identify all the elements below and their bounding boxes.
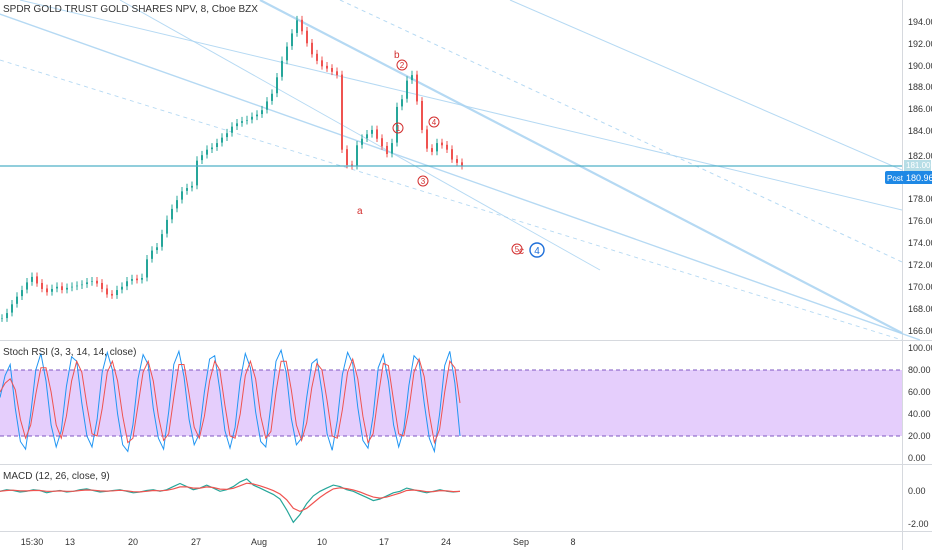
stoch-y-tick: 40.00 (908, 409, 931, 419)
macd-axis[interactable]: 0.00 -2.00 (908, 486, 929, 529)
x-tick: 15:30 (21, 537, 44, 547)
stoch-axis[interactable]: 100.00 80.00 60.00 40.00 20.00 0.00 (908, 343, 932, 463)
x-tick: 10 (317, 537, 327, 547)
stoch-title: Stoch RSI (3, 3, 14, 14, close) (3, 347, 136, 358)
channel-line (19, 0, 903, 211)
price-series (1, 15, 463, 322)
y-tick: 190.00 (908, 61, 932, 71)
y-tick: 194.00 (908, 17, 932, 27)
stoch-y-tick: 80.00 (908, 365, 931, 375)
macd-y-tick: -2.00 (908, 519, 929, 529)
x-tick: Sep (513, 537, 529, 547)
x-tick: 13 (65, 537, 75, 547)
y-tick: 168.00 (908, 304, 932, 314)
y-tick: 178.00 (908, 194, 932, 204)
x-tick: Aug (251, 537, 267, 547)
wave-circle-2 (396, 59, 408, 71)
wave-label-a: a (357, 206, 363, 217)
x-tick: 27 (191, 537, 201, 547)
wave-labels: a b c 1 2 3 4 5 4 (357, 50, 545, 258)
wave-circle-3 (417, 175, 429, 187)
channel-line (0, 13, 921, 341)
wave-label-5: 5 (515, 245, 520, 254)
wave-label-4: 4 (432, 118, 437, 127)
wave-circle-4 (428, 116, 440, 128)
channel-line (509, 0, 903, 171)
y-tick: 188.00 (908, 82, 932, 92)
post-label-badge (885, 171, 905, 184)
post-label: Post (887, 174, 904, 183)
channel-line (119, 0, 601, 271)
wave-label-2: 2 (400, 61, 405, 70)
y-tick: 170.00 (908, 282, 932, 292)
last-price-tag (904, 171, 932, 184)
stoch-y-tick: 0.00 (908, 453, 926, 463)
wave-label-1: 1 (396, 124, 401, 133)
x-tick: 17 (379, 537, 389, 547)
hidden-price-tag-text: 181.00 (906, 161, 931, 170)
y-tick: 192.00 (908, 39, 932, 49)
wave-circle-4-blue (529, 242, 545, 258)
wave-circle-5 (511, 243, 523, 255)
stoch-y-tick: 60.00 (908, 387, 931, 397)
chart-title: SPDR GOLD TRUST GOLD SHARES NPV, 8, Cboe… (3, 4, 258, 15)
stoch-series (0, 348, 461, 454)
wave-label-4-blue: 4 (534, 246, 540, 257)
stoch-y-tick: 20.00 (908, 431, 931, 441)
wave-label-b: b (394, 50, 400, 61)
y-tick: 176.00 (908, 216, 932, 226)
price-axis[interactable]: 194.00 192.00 190.00 188.00 186.00 184.0… (908, 17, 932, 336)
macd-title: MACD (12, 26, close, 9) (3, 471, 110, 482)
hidden-price-tag (904, 160, 931, 171)
y-tick: 184.00 (908, 126, 932, 136)
stoch-d-line (0, 357, 461, 445)
price-pane[interactable] (0, 0, 902, 340)
x-tick: 8 (570, 537, 575, 547)
stoch-y-tick: 100.00 (908, 343, 932, 353)
macd-series (0, 478, 461, 524)
time-axis[interactable]: 15:30 13 20 27 Aug 10 17 24 Sep 8 (21, 537, 576, 547)
wave-label-3: 3 (421, 177, 426, 186)
channel-line (0, 59, 903, 341)
wave-circle-1 (392, 122, 404, 134)
y-tick: 186.00 (908, 104, 932, 114)
macd-y-tick: 0.00 (908, 486, 926, 496)
x-tick: 20 (128, 537, 138, 547)
y-tick: 172.00 (908, 260, 932, 270)
y-tick: 182.00 (908, 151, 932, 161)
last-price-text: 180.96 (906, 173, 932, 183)
macd-pane[interactable] (0, 465, 902, 531)
x-tick: 24 (441, 537, 451, 547)
macd-signal-line (0, 482, 461, 513)
y-tick: 166.00 (908, 326, 932, 336)
y-tick: 174.00 (908, 238, 932, 248)
